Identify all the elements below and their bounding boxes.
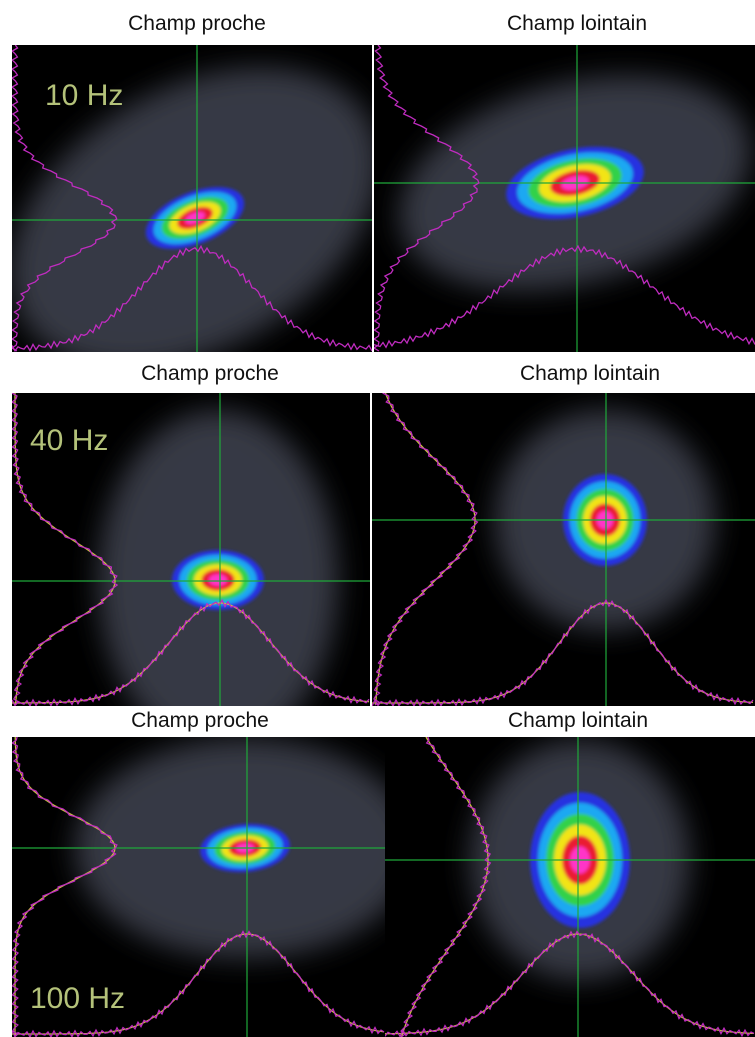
horizontal-profile (372, 598, 754, 706)
panel-title: Champ proche (131, 709, 269, 732)
vertical-profile (374, 45, 480, 352)
beam-image (385, 737, 755, 1037)
frequency-label: 100 Hz (30, 982, 125, 1015)
vertical-profile (400, 737, 492, 1037)
vertical-profile (12, 45, 118, 352)
beam-spot (145, 187, 245, 249)
horizontal-profile (12, 244, 372, 352)
horizontal-profile (374, 244, 755, 349)
intensity-level (208, 574, 228, 586)
panels (12, 45, 755, 1037)
vertical-profile (12, 737, 118, 1037)
panel-title: Champ proche (141, 362, 279, 385)
panel-title: Champ lointain (508, 709, 648, 732)
beam-image (12, 45, 372, 352)
beam-image (12, 737, 385, 1037)
panel-title: Champ lointain (520, 362, 660, 385)
horizontal-profile (385, 930, 755, 1037)
frequency-label: 40 Hz (30, 424, 108, 457)
intensity-level (185, 211, 205, 225)
horizontal-profile (12, 598, 370, 706)
beam-spot (172, 550, 264, 610)
horizontal-profile (12, 930, 385, 1037)
panel-title: Champ proche (128, 12, 266, 35)
beam-image (374, 45, 755, 352)
frequency-label: 10 Hz (45, 79, 123, 112)
beam-image (12, 393, 370, 706)
beam-image (372, 393, 755, 706)
panel-title: Champ lointain (507, 12, 647, 35)
vertical-profile (373, 393, 479, 706)
vertical-profile (12, 393, 119, 706)
